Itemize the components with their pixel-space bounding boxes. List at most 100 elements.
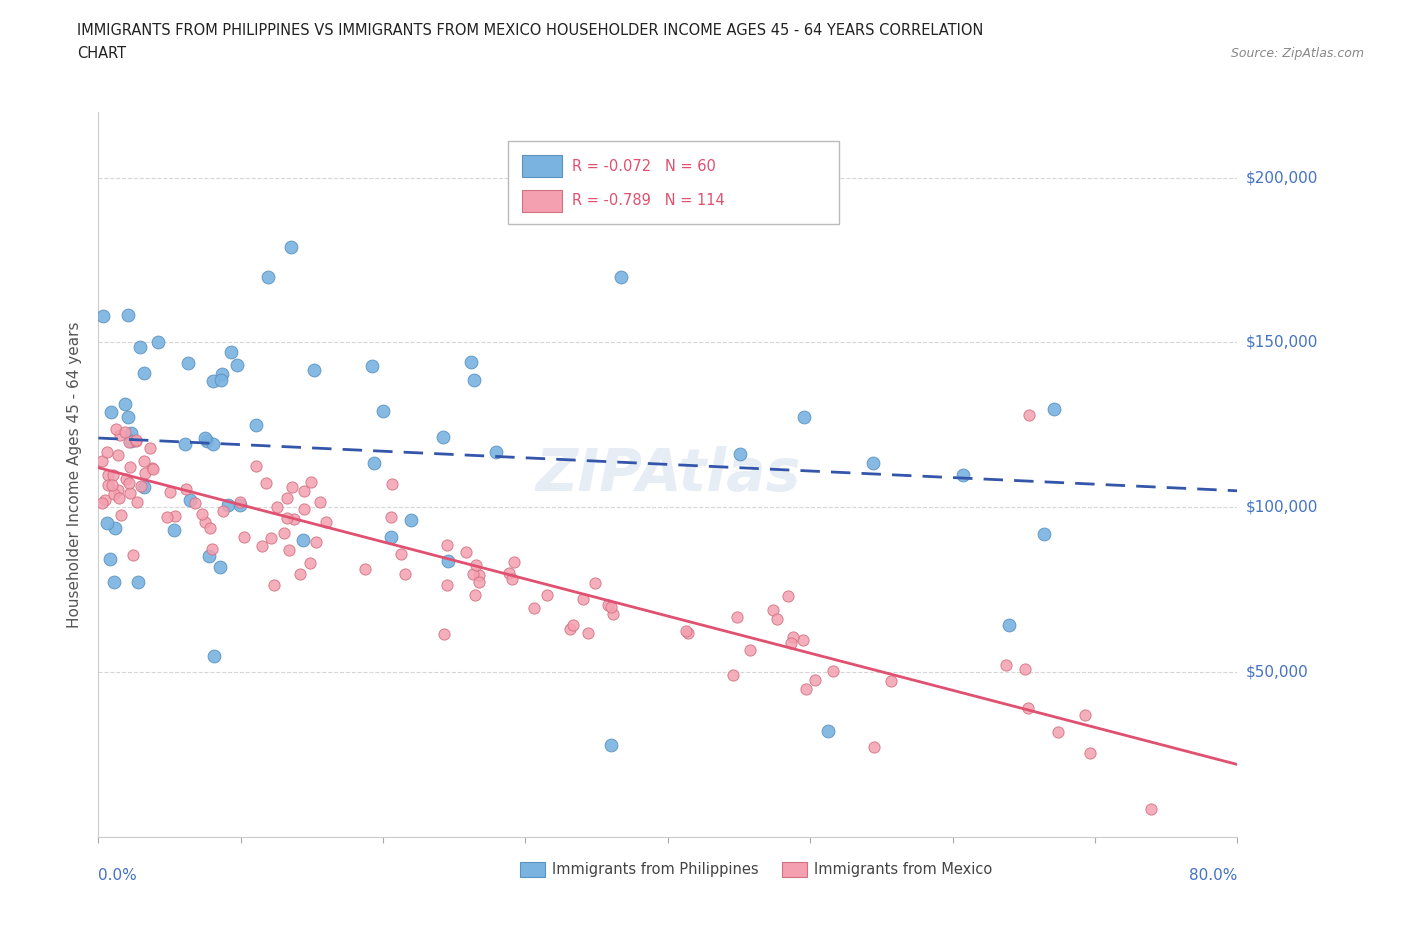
- Point: [576, 625, 599, 640]
- Point: [281, 480, 304, 495]
- Point: [104, 421, 127, 436]
- Point: [100, 405, 122, 419]
- Point: [464, 588, 486, 603]
- Point: [257, 270, 280, 285]
- Point: [120, 433, 142, 448]
- Point: [304, 362, 326, 377]
- Point: [155, 510, 177, 525]
- Point: [139, 441, 162, 456]
- Point: [96, 516, 118, 531]
- Point: [1047, 724, 1070, 739]
- Point: [461, 566, 484, 581]
- FancyBboxPatch shape: [509, 140, 839, 224]
- Point: [360, 359, 382, 374]
- Point: [725, 610, 748, 625]
- Point: [952, 468, 974, 483]
- Point: [468, 567, 491, 582]
- Point: [94, 492, 117, 507]
- Point: [675, 624, 697, 639]
- Point: [309, 494, 332, 509]
- Point: [209, 373, 232, 388]
- Point: [114, 397, 136, 412]
- Point: [1017, 700, 1039, 715]
- Point: [793, 409, 815, 424]
- Point: [118, 434, 141, 449]
- Point: [208, 559, 231, 574]
- Point: [198, 521, 221, 536]
- Point: [174, 481, 197, 496]
- Point: [195, 433, 218, 448]
- Point: [776, 588, 799, 603]
- Point: [561, 618, 583, 633]
- Point: [600, 600, 623, 615]
- Point: [792, 632, 814, 647]
- Point: [294, 501, 316, 516]
- Point: [465, 557, 488, 572]
- Point: [1018, 407, 1040, 422]
- Point: [91, 454, 114, 469]
- Point: [276, 491, 298, 506]
- Point: [104, 521, 127, 536]
- Point: [108, 491, 131, 506]
- Point: [98, 551, 121, 566]
- Point: [997, 618, 1019, 632]
- Point: [101, 468, 124, 483]
- Point: [197, 548, 219, 563]
- Point: [354, 562, 377, 577]
- Point: [162, 523, 184, 538]
- Point: [536, 588, 558, 603]
- Point: [276, 511, 298, 525]
- Point: [179, 492, 201, 507]
- Point: [132, 365, 155, 380]
- Point: [278, 542, 301, 557]
- Point: [389, 547, 412, 562]
- Text: $150,000: $150,000: [1246, 335, 1317, 350]
- Point: [1043, 402, 1066, 417]
- Point: [229, 498, 252, 512]
- Text: $100,000: $100,000: [1246, 499, 1317, 515]
- Point: [292, 484, 315, 498]
- Point: [245, 418, 267, 432]
- Point: [118, 485, 141, 500]
- Point: [110, 508, 132, 523]
- Text: R = -0.072   N = 60: R = -0.072 N = 60: [572, 158, 716, 174]
- Point: [159, 485, 181, 499]
- Text: Source: ZipAtlas.com: Source: ZipAtlas.com: [1230, 46, 1364, 60]
- Point: [91, 308, 114, 323]
- Point: [299, 556, 322, 571]
- Point: [212, 503, 235, 518]
- Point: [460, 354, 482, 369]
- Text: IMMIGRANTS FROM PHILIPPINES VS IMMIGRANTS FROM MEXICO HOUSEHOLDER INCOME AGES 45: IMMIGRANTS FROM PHILIPPINES VS IMMIGRANT…: [77, 23, 984, 38]
- Point: [97, 477, 120, 492]
- Point: [165, 509, 187, 524]
- Point: [90, 496, 112, 511]
- Point: [373, 404, 395, 418]
- Point: [229, 495, 252, 510]
- Point: [127, 495, 149, 510]
- Point: [436, 538, 458, 552]
- Point: [299, 474, 322, 489]
- Point: [129, 478, 152, 493]
- Point: [794, 681, 817, 696]
- Point: [1033, 526, 1056, 541]
- Point: [125, 432, 148, 447]
- Point: [194, 514, 217, 529]
- Point: [217, 498, 239, 512]
- Point: [1078, 746, 1101, 761]
- Point: [134, 466, 156, 481]
- Point: [600, 737, 623, 752]
- Point: [174, 437, 197, 452]
- Point: [177, 356, 200, 371]
- Point: [721, 668, 744, 683]
- Point: [260, 531, 283, 546]
- Point: [880, 673, 903, 688]
- Point: [201, 374, 224, 389]
- Point: [863, 740, 886, 755]
- Point: [380, 510, 402, 525]
- Point: [399, 512, 422, 527]
- Point: [468, 574, 491, 589]
- Point: [120, 459, 142, 474]
- Bar: [782, 862, 807, 877]
- Point: [202, 437, 225, 452]
- Text: 80.0%: 80.0%: [1189, 868, 1237, 883]
